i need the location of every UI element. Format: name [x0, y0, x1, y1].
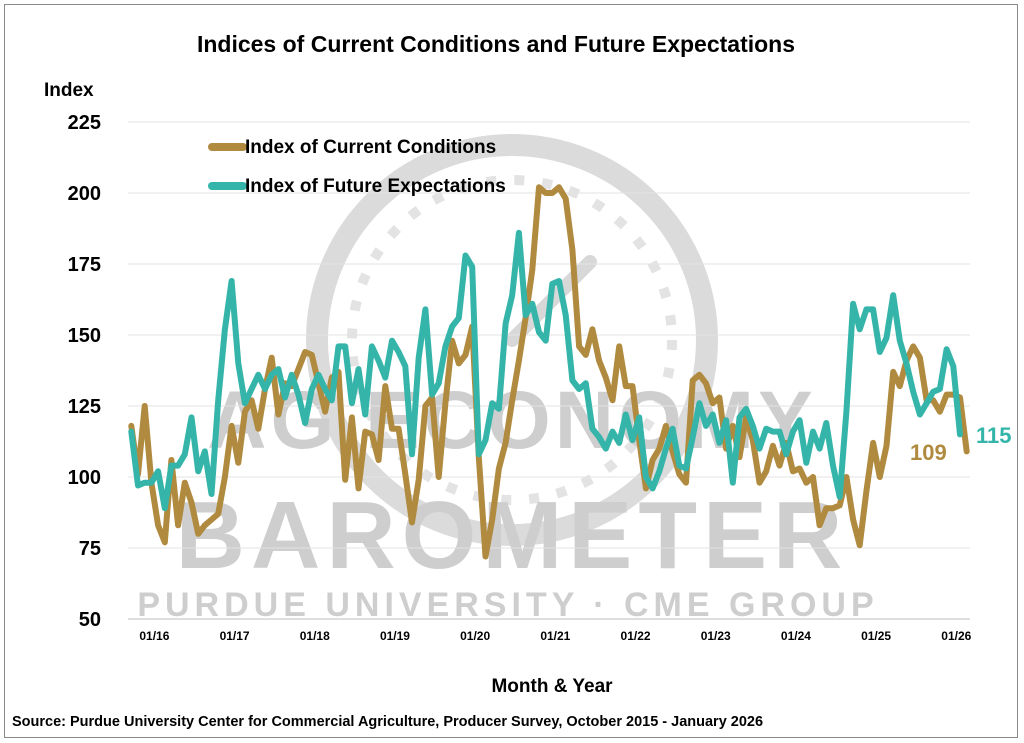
legend-label-future-expectations: Index of Future Expectations [245, 176, 506, 197]
x-axis-label: Month & Year [491, 676, 613, 697]
x-tick-label: 01/24 [781, 629, 811, 643]
x-tick-label: 01/17 [220, 629, 250, 643]
x-tick-label: 01/26 [941, 629, 971, 643]
y-tick-label: 50 [79, 609, 101, 631]
y-axis-label: Index [44, 80, 94, 101]
y-tick-label: 100 [68, 467, 101, 489]
x-tick-label: 01/16 [139, 629, 169, 643]
y-tick-label: 175 [68, 254, 101, 276]
watermark-text-line3: PURDUE UNIVERSITY · CME GROUP [137, 586, 878, 624]
source-note: Source: Purdue University Center for Com… [12, 714, 763, 730]
y-axis-ticks: 50 75 100 125 150 175 200 225 [68, 112, 101, 631]
x-tick-label: 01/20 [460, 629, 490, 643]
end-label-future-expectations: 115 [976, 423, 1012, 448]
y-tick-label: 225 [68, 112, 101, 134]
chart-title: Indices of Current Conditions and Future… [197, 31, 795, 57]
series-line-current-conditions [128, 184, 970, 560]
watermark-text-line2: BAROMETER [176, 482, 849, 589]
series-line-future-expectations [128, 229, 963, 512]
legend-label-current-conditions: Index of Current Conditions [245, 137, 496, 158]
x-tick-label: 01/23 [701, 629, 731, 643]
x-tick-label: 01/19 [380, 629, 410, 643]
y-tick-label: 125 [68, 396, 101, 418]
x-axis-ticks: 01/16 01/17 01/18 01/19 01/20 01/21 01/22 01/23… [139, 629, 971, 643]
y-tick-label: 200 [68, 183, 101, 205]
x-tick-label: 01/25 [861, 629, 891, 643]
barometer-watermark: AG ECONOMY BAROMETER PURDUE UNIVERSITY ·… [137, 134, 878, 624]
end-label-current-conditions: 109 [910, 440, 947, 465]
x-tick-label: 01/22 [621, 629, 651, 643]
y-tick-label: 150 [68, 325, 101, 347]
legend: Index of Current Conditions Index of Fut… [208, 137, 506, 197]
watermark-gauge-ticks [347, 175, 677, 505]
watermark-gauge-ring [306, 134, 718, 546]
series-layer [128, 184, 970, 560]
x-tick-label: 01/18 [300, 629, 330, 643]
y-tick-label: 75 [79, 538, 101, 560]
x-tick-label: 01/21 [540, 629, 570, 643]
